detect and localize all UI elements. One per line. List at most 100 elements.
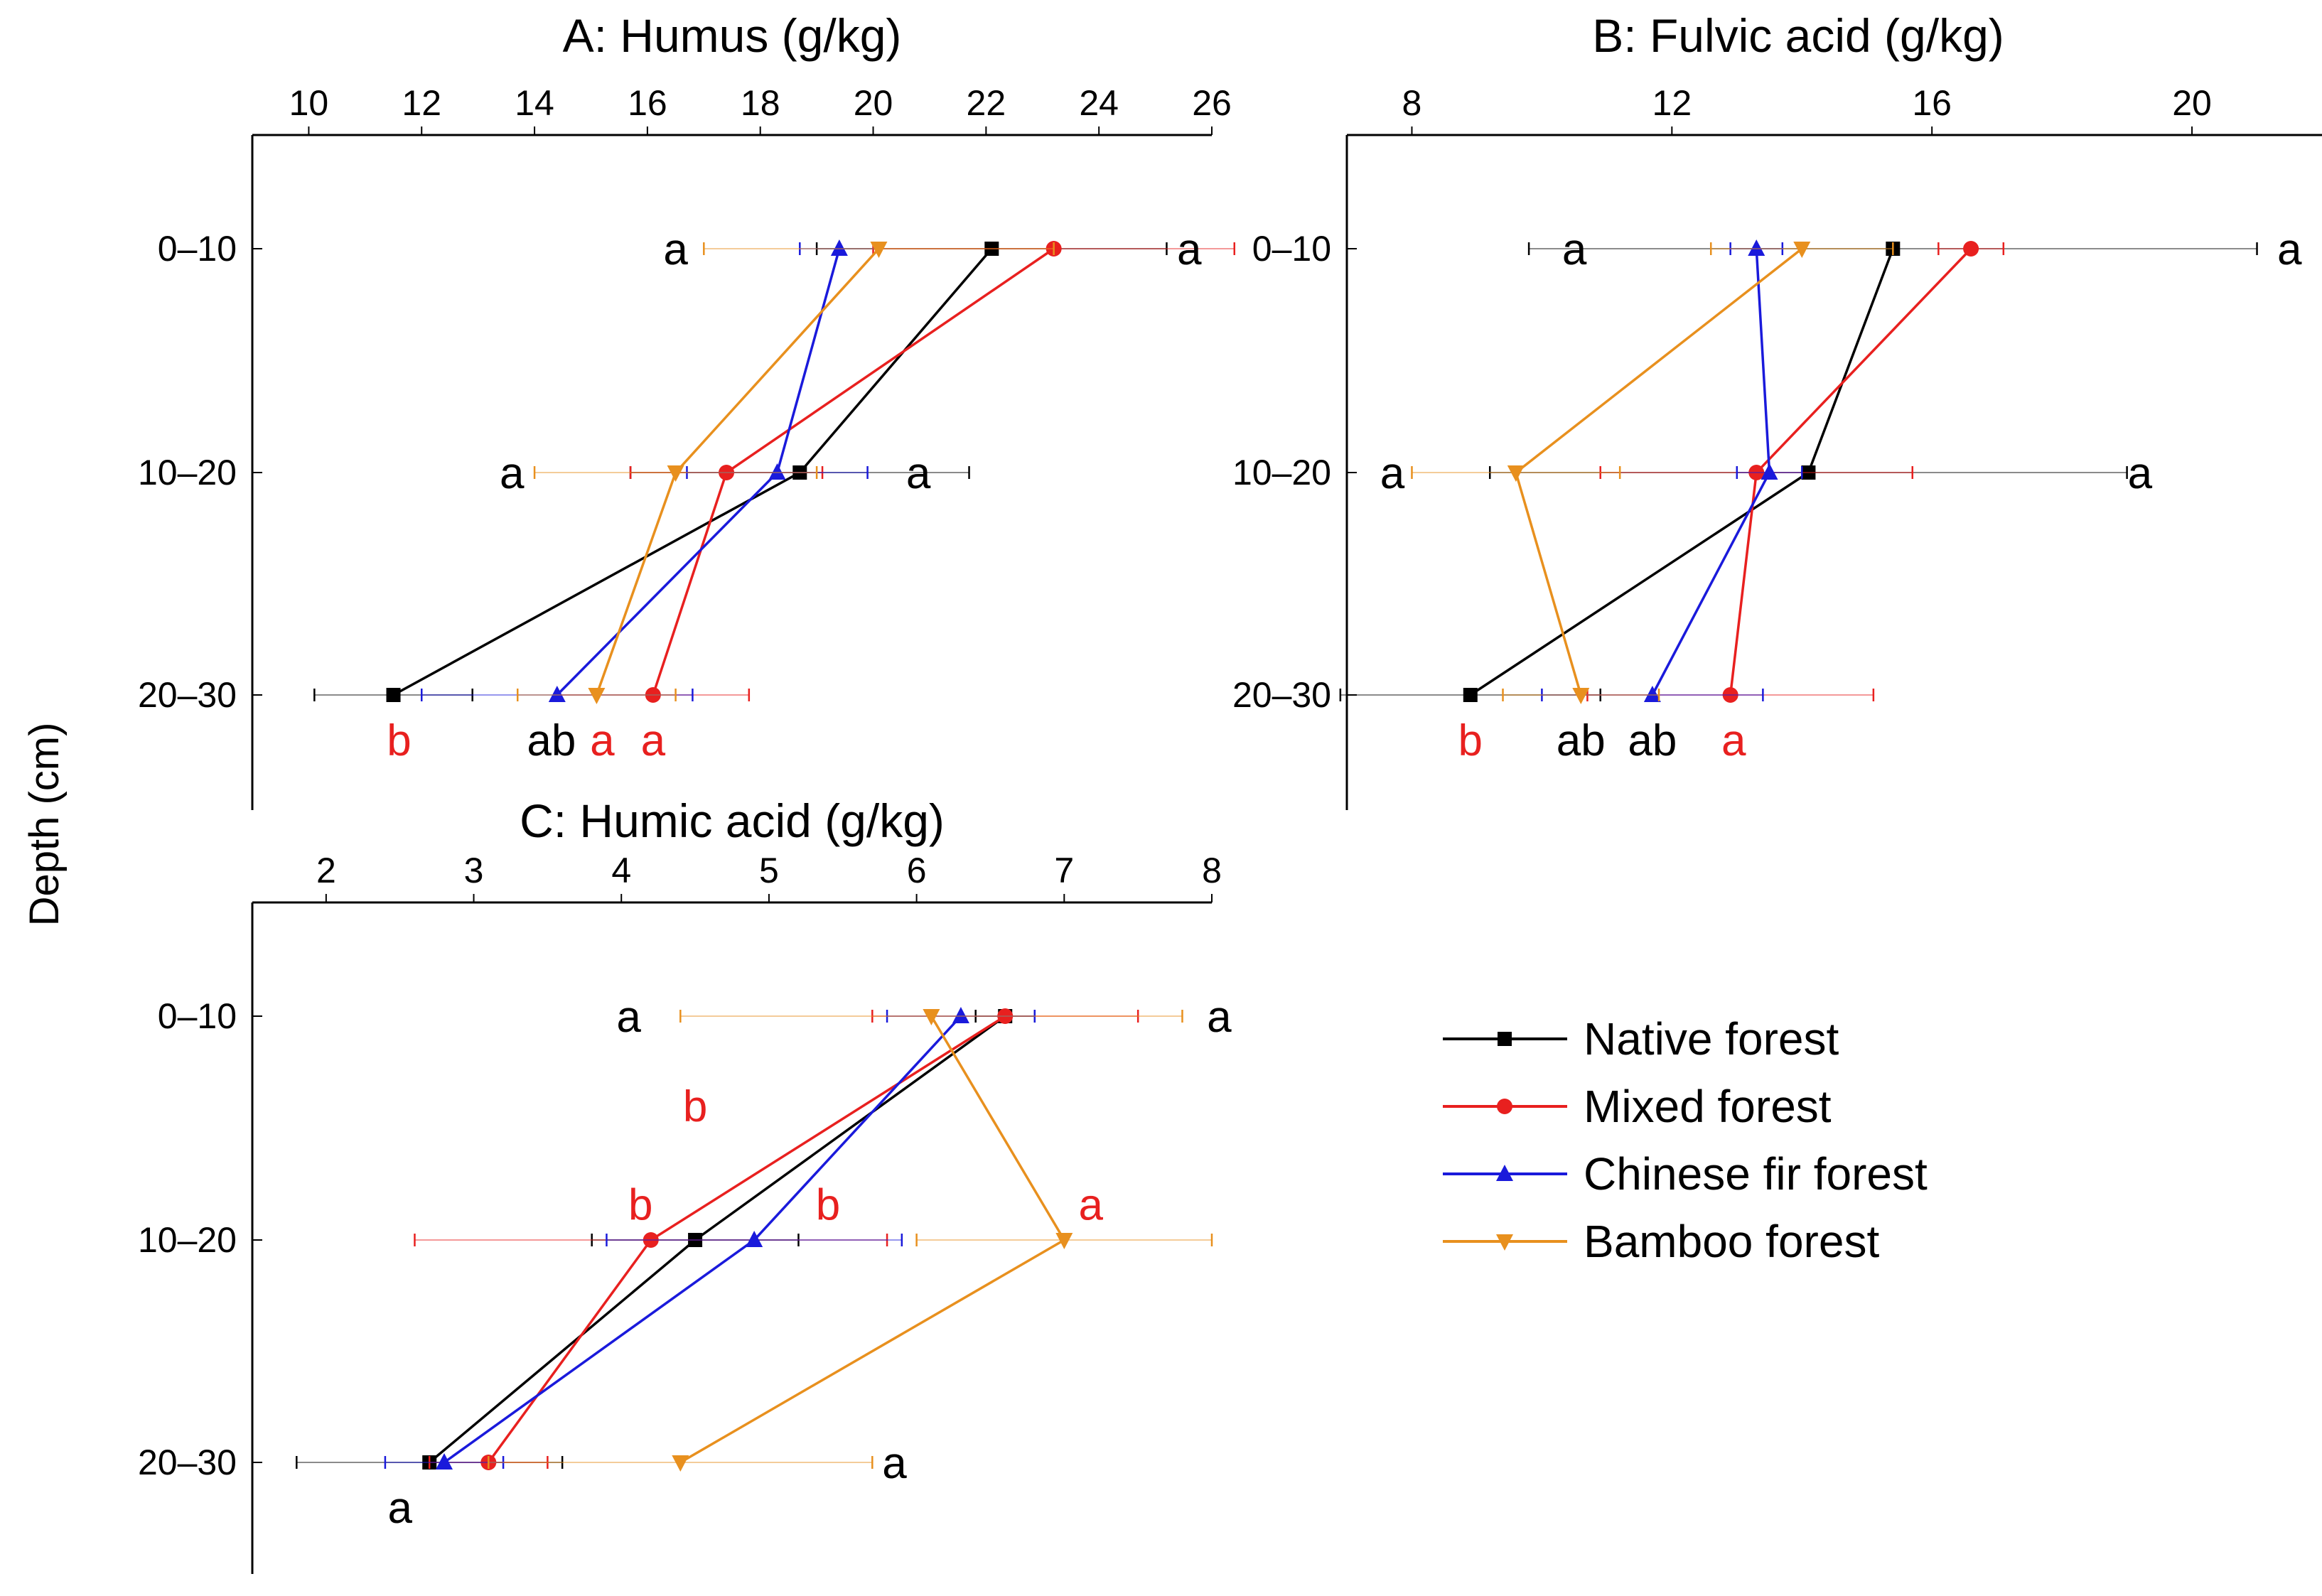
depth-label: 20–30 — [138, 1443, 237, 1482]
legend-item-fir: Chinese fir forest — [1443, 1148, 1928, 1199]
data-point — [672, 1455, 689, 1472]
depth-label: 0–10 — [1252, 229, 1331, 269]
legend-marker — [1496, 1234, 1513, 1251]
legend-marker — [1496, 1165, 1513, 1181]
significance-letter: a — [906, 449, 931, 498]
series-chinese-fir-forest — [1541, 239, 1803, 702]
depth-label: 0–10 — [158, 229, 237, 269]
x-tick-label: 8 — [1402, 83, 1422, 123]
data-point — [1507, 465, 1525, 482]
data-point — [645, 687, 661, 703]
data-point — [870, 242, 888, 258]
series-bamboo-forest — [516, 242, 1055, 704]
data-point — [1463, 688, 1478, 702]
depth-label: 10–20 — [138, 453, 237, 492]
significance-letter: b — [683, 1082, 707, 1131]
legend-item-mixed: Mixed forest — [1443, 1081, 1832, 1132]
x-tick-label: 18 — [741, 83, 780, 123]
series-native-forest — [1339, 242, 2258, 702]
series-chinese-fir-forest — [420, 239, 880, 702]
depth-label: 0–10 — [158, 996, 237, 1036]
legend-marker — [1498, 1032, 1512, 1046]
data-point — [548, 686, 566, 702]
significance-letter: b — [628, 1181, 652, 1230]
series-native-forest — [313, 242, 1168, 702]
significance-letter: b — [387, 716, 411, 765]
significance-letter: a — [616, 993, 641, 1042]
data-point — [1801, 465, 1816, 480]
x-tick-label: 22 — [967, 83, 1006, 123]
x-tick-label: 16 — [1912, 83, 1952, 123]
data-point — [386, 688, 401, 702]
data-point — [643, 1232, 659, 1248]
x-tick-label: 12 — [1652, 83, 1692, 123]
x-tick-label: 20 — [854, 83, 893, 123]
data-point — [1748, 465, 1765, 480]
significance-letter: a — [387, 1484, 412, 1533]
data-point — [1643, 686, 1661, 702]
data-point — [688, 1233, 703, 1247]
data-point — [588, 688, 606, 704]
data-point — [923, 1009, 940, 1025]
significance-letter: a — [1721, 716, 1746, 765]
legend-item-native: Native forest — [1443, 1013, 1839, 1064]
significance-letter: a — [882, 1439, 907, 1488]
x-tick-label: 3 — [464, 851, 484, 890]
x-tick-label: 5 — [759, 851, 779, 890]
significance-letter: ab — [527, 716, 576, 765]
data-point — [1793, 242, 1811, 258]
data-point — [830, 239, 848, 256]
significance-letter: ab — [1557, 716, 1606, 765]
x-tick-label: 26 — [1192, 83, 1232, 123]
significance-letter: a — [1177, 225, 1202, 274]
panel-fulvic-acid: B: Fulvic acid (g/kg) 8 12 16 20 0–10 10–20 20… — [1232, 9, 2322, 810]
x-tick-label: 2 — [316, 851, 336, 890]
panel-b-title: B: Fulvic acid (g/kg) — [1592, 9, 2004, 62]
x-tick-label: 14 — [515, 83, 554, 123]
y-axis-label: Depth (cm) — [21, 723, 68, 927]
legend-label: Native forest — [1584, 1013, 1839, 1064]
significance-letter: a — [1207, 993, 1232, 1042]
panel-a-title: A: Humus (g/kg) — [563, 9, 902, 62]
data-point — [719, 465, 735, 480]
significance-letter: a — [1078, 1181, 1103, 1230]
data-point — [1055, 1233, 1073, 1249]
x-tick-label: 8 — [1202, 851, 1222, 890]
significance-letter: a — [2277, 225, 2302, 274]
data-point — [792, 465, 807, 480]
significance-letter: a — [663, 225, 688, 274]
significance-letter: a — [500, 449, 525, 498]
panel-c-title: C: Humic acid (g/kg) — [520, 794, 945, 847]
x-tick-label: 20 — [2172, 83, 2212, 123]
x-tick-label: 7 — [1054, 851, 1074, 890]
significance-letter: ab — [1628, 716, 1677, 765]
series-bamboo-forest — [488, 1009, 1213, 1472]
significance-letter: a — [641, 716, 666, 765]
data-point — [984, 242, 999, 256]
series-mixed-forest — [1586, 241, 2005, 703]
panel-humus: A: Humus (g/kg) 10 12 14 16 18 20 22 24 26 0–10 10… — [138, 9, 1236, 810]
significance-letter: a — [2128, 449, 2153, 498]
series-bamboo-forest — [1411, 242, 1894, 704]
legend-marker — [1497, 1099, 1512, 1114]
significance-letter: b — [816, 1181, 840, 1230]
x-tick-label: 16 — [628, 83, 667, 123]
legend: Native forest Mixed forest Chinese fir for… — [1443, 1013, 1928, 1267]
legend-label: Mixed forest — [1584, 1081, 1832, 1132]
data-point — [1761, 463, 1778, 480]
x-tick-label: 6 — [907, 851, 927, 890]
data-point — [1572, 688, 1590, 704]
data-point — [768, 463, 786, 480]
x-tick-label: 12 — [402, 83, 441, 123]
series-chinese-fir-forest — [384, 1007, 1036, 1470]
data-point — [436, 1453, 453, 1470]
x-tick-label: 24 — [1079, 83, 1119, 123]
x-tick-label: 4 — [611, 851, 631, 890]
data-point — [1748, 239, 1765, 256]
data-point — [1963, 241, 1979, 257]
data-point — [997, 1008, 1014, 1024]
data-point — [667, 465, 684, 482]
depth-label: 20–30 — [1232, 675, 1331, 715]
legend-label: Chinese fir forest — [1584, 1148, 1928, 1199]
